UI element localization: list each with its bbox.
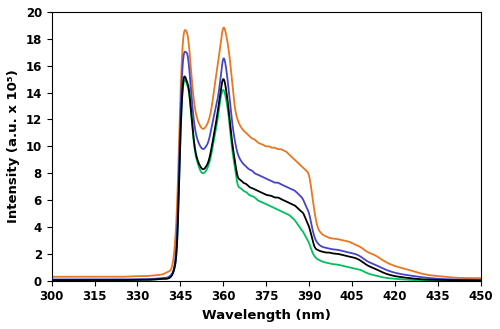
Y-axis label: Intensity (a.u. x 10⁵): Intensity (a.u. x 10⁵) [7,69,20,223]
X-axis label: Wavelength (nm): Wavelength (nm) [202,309,330,322]
